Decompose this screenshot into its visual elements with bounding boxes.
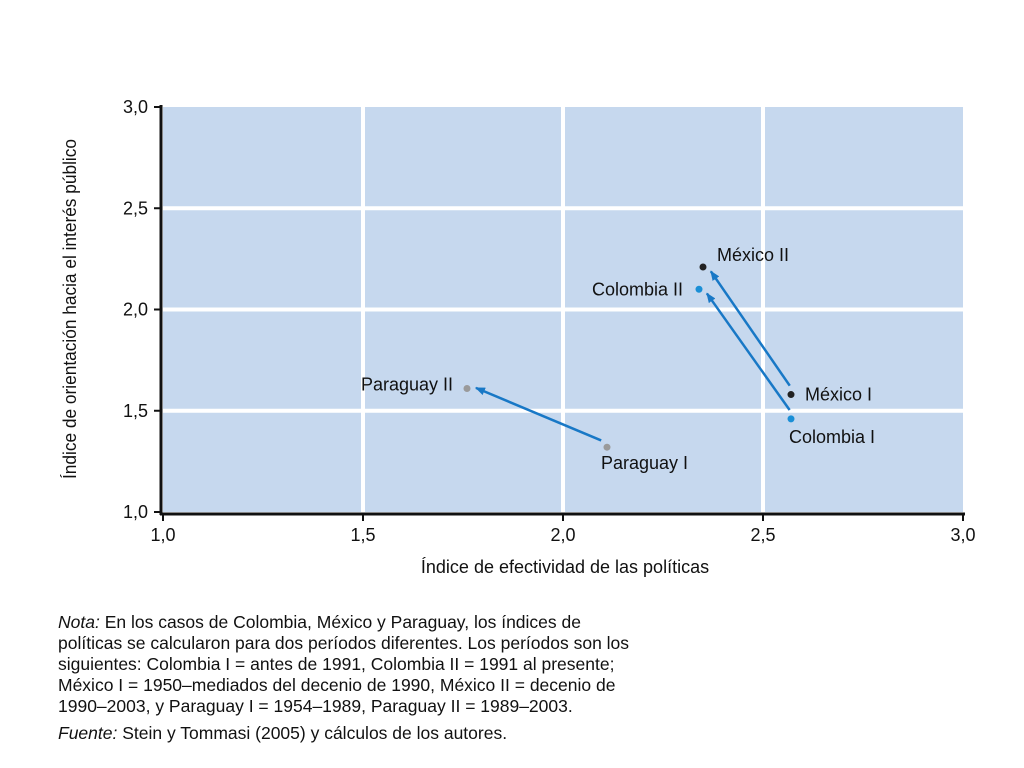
point-label: Colombia II [592,279,683,299]
trajectory-arrow [705,292,791,411]
point-label: Paraguay I [601,453,688,473]
fuente-text: Stein y Tommasi (2005) y cálculos de los… [117,723,508,743]
data-point [787,415,795,423]
data-point [787,391,795,399]
nota-line: 1990–2003, y Paraguay I = 1954–1989, Par… [58,696,573,716]
x-axis-title: Índice de efectividad de las políticas [421,557,709,577]
trajectory-arrow [709,270,791,387]
data-point [463,384,471,392]
x-tick-label: 2,5 [750,525,775,545]
point-label: México I [805,385,872,405]
scatter-chart: 1,0 1,5 2,0 2,5 3,0 1,0 1,5 2,0 2,5 3,0 México I… [60,97,976,577]
x-tick-label: 2,0 [550,525,575,545]
y-tick-label: 1,0 [123,502,148,522]
nota-line: En los casos de Colombia, México y Parag… [99,612,581,632]
trajectory-arrows [475,270,791,442]
point-label: México II [717,245,789,265]
fuente-label: Fuente: [58,723,118,743]
x-tick-label: 3,0 [950,525,975,545]
y-tick-label: 2,0 [123,300,148,320]
data-point [699,263,707,271]
gridlines [163,107,963,512]
x-ticks: 1,0 1,5 2,0 2,5 3,0 [150,514,976,545]
y-tick-label: 3,0 [123,97,148,117]
point-label: Colombia I [789,427,875,447]
y-axis-title: Índice de orientación hacia el interés p… [60,139,80,479]
data-point [603,443,611,451]
trajectory-arrow [475,386,602,442]
chart-notes: Nota: En los casos de Colombia, México y… [58,612,988,744]
data-point [695,285,703,293]
nota-label: Nota: [58,612,100,632]
nota-paragraph: Nota: En los casos de Colombia, México y… [58,612,988,717]
fuente-paragraph: Fuente: Stein y Tommasi (2005) y cálculo… [58,723,988,744]
y-ticks: 1,0 1,5 2,0 2,5 3,0 [123,97,161,522]
nota-line: México I = 1950–mediados del decenio de … [58,675,616,695]
point-label: Paraguay II [361,374,453,394]
point-labels: México I México II Colombia I Colombia II Pa… [361,245,875,473]
nota-line: políticas se calcularon para dos período… [58,633,630,653]
data-points [463,263,795,451]
y-tick-label: 1,5 [123,401,148,421]
nota-line: siguientes: Colombia I = antes de 1991, … [58,654,615,674]
y-tick-label: 2,5 [123,198,148,218]
x-tick-label: 1,5 [350,525,375,545]
x-tick-label: 1,0 [150,525,175,545]
